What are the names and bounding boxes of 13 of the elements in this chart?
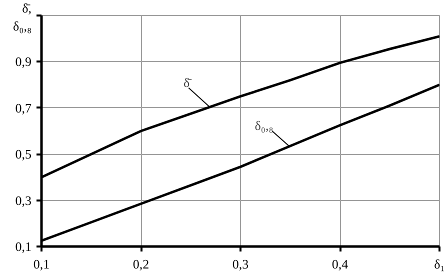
x-tick-label: 0,2 [132,256,150,272]
y-tick-label: 0,1 [15,239,32,254]
x-tick-label: 0,3 [232,256,249,272]
annotation: δ̄ [184,74,192,90]
x-tick-label: 0,1 [33,256,50,272]
y-tick-label: 0,5 [15,146,32,162]
y-tick-label: 0,9 [15,54,32,70]
y-tick-label: 0,7 [15,100,32,116]
x-tick-label: 0,4 [332,256,349,272]
x-axis-title: δ₁ [434,256,445,272]
annotation: δ₀,₈ [254,118,274,134]
y-tick-label: 0,3 [15,192,32,208]
y-axis-title: δ̄, δ₀,₈ [13,0,32,34]
